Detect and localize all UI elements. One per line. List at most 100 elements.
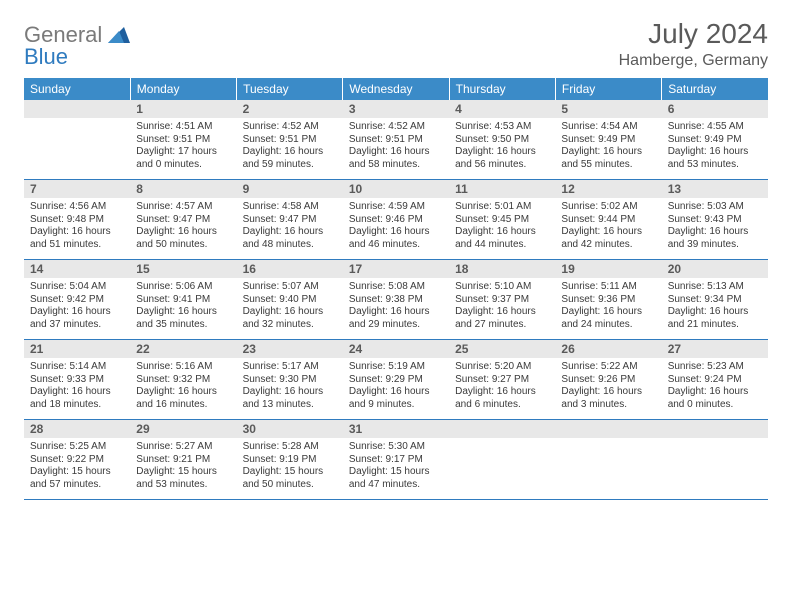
sunset-text: Sunset: 9:51 PM — [136, 134, 230, 147]
day-header: Wednesday — [343, 78, 449, 100]
calendar-day-cell: 1Sunrise: 4:51 AMSunset: 9:51 PMDaylight… — [130, 100, 236, 180]
daylight-text: Daylight: 15 hours and 57 minutes. — [30, 466, 124, 491]
sunrise-text: Sunrise: 5:11 AM — [561, 281, 655, 294]
day-details: Sunrise: 5:04 AMSunset: 9:42 PMDaylight:… — [24, 278, 130, 339]
calendar-day-cell: 22Sunrise: 5:16 AMSunset: 9:32 PMDayligh… — [130, 340, 236, 420]
sunset-text: Sunset: 9:50 PM — [455, 134, 549, 147]
day-details: Sunrise: 5:06 AMSunset: 9:41 PMDaylight:… — [130, 278, 236, 339]
daylight-text: Daylight: 16 hours and 56 minutes. — [455, 146, 549, 171]
day-number: 31 — [343, 420, 449, 438]
day-details: Sunrise: 5:10 AMSunset: 9:37 PMDaylight:… — [449, 278, 555, 339]
daylight-text: Daylight: 16 hours and 35 minutes. — [136, 306, 230, 331]
day-number: 11 — [449, 180, 555, 198]
daylight-text: Daylight: 16 hours and 53 minutes. — [668, 146, 762, 171]
sunset-text: Sunset: 9:44 PM — [561, 214, 655, 227]
sunrise-text: Sunrise: 5:06 AM — [136, 281, 230, 294]
day-number: 29 — [130, 420, 236, 438]
calendar-day-cell: 3Sunrise: 4:52 AMSunset: 9:51 PMDaylight… — [343, 100, 449, 180]
sunrise-text: Sunrise: 4:53 AM — [455, 121, 549, 134]
sunset-text: Sunset: 9:41 PM — [136, 294, 230, 307]
calendar-day-cell: 23Sunrise: 5:17 AMSunset: 9:30 PMDayligh… — [237, 340, 343, 420]
day-number: 18 — [449, 260, 555, 278]
sunset-text: Sunset: 9:47 PM — [243, 214, 337, 227]
sunset-text: Sunset: 9:42 PM — [30, 294, 124, 307]
daylight-text: Daylight: 16 hours and 59 minutes. — [243, 146, 337, 171]
sunset-text: Sunset: 9:46 PM — [349, 214, 443, 227]
sunset-text: Sunset: 9:51 PM — [349, 134, 443, 147]
day-number: 12 — [555, 180, 661, 198]
sunrise-text: Sunrise: 4:51 AM — [136, 121, 230, 134]
calendar-day-cell: 2Sunrise: 4:52 AMSunset: 9:51 PMDaylight… — [237, 100, 343, 180]
daylight-text: Daylight: 16 hours and 51 minutes. — [30, 226, 124, 251]
sunrise-text: Sunrise: 5:25 AM — [30, 441, 124, 454]
sunset-text: Sunset: 9:32 PM — [136, 374, 230, 387]
daylight-text: Daylight: 16 hours and 37 minutes. — [30, 306, 124, 331]
day-details: Sunrise: 5:02 AMSunset: 9:44 PMDaylight:… — [555, 198, 661, 259]
daylight-text: Daylight: 16 hours and 42 minutes. — [561, 226, 655, 251]
calendar-day-cell: 30Sunrise: 5:28 AMSunset: 9:19 PMDayligh… — [237, 420, 343, 500]
day-number: 17 — [343, 260, 449, 278]
sunset-text: Sunset: 9:37 PM — [455, 294, 549, 307]
sunset-text: Sunset: 9:21 PM — [136, 454, 230, 467]
calendar-day-cell: 20Sunrise: 5:13 AMSunset: 9:34 PMDayligh… — [662, 260, 768, 340]
logo-triangle-icon — [108, 25, 130, 48]
sunset-text: Sunset: 9:24 PM — [668, 374, 762, 387]
day-header: Saturday — [662, 78, 768, 100]
calendar-day-cell: 6Sunrise: 4:55 AMSunset: 9:49 PMDaylight… — [662, 100, 768, 180]
day-number: 23 — [237, 340, 343, 358]
day-details: Sunrise: 5:07 AMSunset: 9:40 PMDaylight:… — [237, 278, 343, 339]
calendar-day-cell — [24, 100, 130, 180]
calendar-day-cell: 9Sunrise: 4:58 AMSunset: 9:47 PMDaylight… — [237, 180, 343, 260]
calendar-day-cell: 10Sunrise: 4:59 AMSunset: 9:46 PMDayligh… — [343, 180, 449, 260]
day-number: 22 — [130, 340, 236, 358]
sunset-text: Sunset: 9:19 PM — [243, 454, 337, 467]
sunrise-text: Sunrise: 5:07 AM — [243, 281, 337, 294]
logo-text-blue: Blue — [24, 44, 68, 69]
day-number: 21 — [24, 340, 130, 358]
daylight-text: Daylight: 16 hours and 29 minutes. — [349, 306, 443, 331]
calendar-day-cell: 11Sunrise: 5:01 AMSunset: 9:45 PMDayligh… — [449, 180, 555, 260]
sunset-text: Sunset: 9:49 PM — [561, 134, 655, 147]
calendar-day-cell: 14Sunrise: 5:04 AMSunset: 9:42 PMDayligh… — [24, 260, 130, 340]
calendar-day-cell: 18Sunrise: 5:10 AMSunset: 9:37 PMDayligh… — [449, 260, 555, 340]
day-details: Sunrise: 5:11 AMSunset: 9:36 PMDaylight:… — [555, 278, 661, 339]
calendar-day-cell: 31Sunrise: 5:30 AMSunset: 9:17 PMDayligh… — [343, 420, 449, 500]
title-block: July 2024 Hamberge, Germany — [619, 18, 768, 70]
sunrise-text: Sunrise: 5:30 AM — [349, 441, 443, 454]
sunrise-text: Sunrise: 5:10 AM — [455, 281, 549, 294]
calendar-week-row: 28Sunrise: 5:25 AMSunset: 9:22 PMDayligh… — [24, 420, 768, 500]
calendar-week-row: 14Sunrise: 5:04 AMSunset: 9:42 PMDayligh… — [24, 260, 768, 340]
calendar-header-row: Sunday Monday Tuesday Wednesday Thursday… — [24, 78, 768, 100]
daylight-text: Daylight: 16 hours and 44 minutes. — [455, 226, 549, 251]
calendar-day-cell: 16Sunrise: 5:07 AMSunset: 9:40 PMDayligh… — [237, 260, 343, 340]
day-number: 9 — [237, 180, 343, 198]
daylight-text: Daylight: 16 hours and 58 minutes. — [349, 146, 443, 171]
calendar-week-row: 7Sunrise: 4:56 AMSunset: 9:48 PMDaylight… — [24, 180, 768, 260]
sunset-text: Sunset: 9:22 PM — [30, 454, 124, 467]
day-details-empty — [555, 438, 661, 499]
calendar-day-cell — [449, 420, 555, 500]
sunset-text: Sunset: 9:47 PM — [136, 214, 230, 227]
calendar-day-cell: 25Sunrise: 5:20 AMSunset: 9:27 PMDayligh… — [449, 340, 555, 420]
daylight-text: Daylight: 16 hours and 13 minutes. — [243, 386, 337, 411]
daylight-text: Daylight: 16 hours and 46 minutes. — [349, 226, 443, 251]
day-number: 15 — [130, 260, 236, 278]
calendar-day-cell: 4Sunrise: 4:53 AMSunset: 9:50 PMDaylight… — [449, 100, 555, 180]
day-details: Sunrise: 4:51 AMSunset: 9:51 PMDaylight:… — [130, 118, 236, 179]
day-number: 25 — [449, 340, 555, 358]
day-details: Sunrise: 4:56 AMSunset: 9:48 PMDaylight:… — [24, 198, 130, 259]
day-details: Sunrise: 4:53 AMSunset: 9:50 PMDaylight:… — [449, 118, 555, 179]
day-number: 16 — [237, 260, 343, 278]
calendar-week-row: 21Sunrise: 5:14 AMSunset: 9:33 PMDayligh… — [24, 340, 768, 420]
calendar-day-cell: 21Sunrise: 5:14 AMSunset: 9:33 PMDayligh… — [24, 340, 130, 420]
sunrise-text: Sunrise: 5:17 AM — [243, 361, 337, 374]
day-number: 2 — [237, 100, 343, 118]
sunrise-text: Sunrise: 4:56 AM — [30, 201, 124, 214]
sunrise-text: Sunrise: 5:22 AM — [561, 361, 655, 374]
day-details: Sunrise: 5:28 AMSunset: 9:19 PMDaylight:… — [237, 438, 343, 499]
day-number: 3 — [343, 100, 449, 118]
day-number-empty — [449, 420, 555, 438]
day-number: 13 — [662, 180, 768, 198]
day-number: 27 — [662, 340, 768, 358]
sunrise-text: Sunrise: 5:28 AM — [243, 441, 337, 454]
